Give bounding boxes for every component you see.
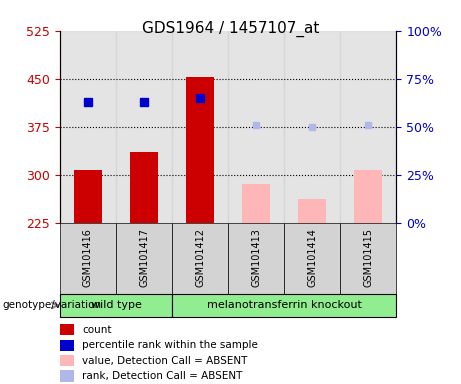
Bar	[60, 31, 116, 223]
FancyBboxPatch shape	[284, 223, 340, 294]
FancyBboxPatch shape	[228, 223, 284, 294]
Text: GSM101415: GSM101415	[363, 228, 373, 287]
Text: percentile rank within the sample: percentile rank within the sample	[82, 340, 258, 350]
FancyBboxPatch shape	[340, 223, 396, 294]
Bar	[340, 31, 396, 223]
Bar	[74, 170, 102, 223]
Text: genotype/variation: genotype/variation	[2, 300, 101, 310]
Bar	[298, 199, 326, 223]
Bar	[60, 355, 74, 366]
Bar	[60, 340, 74, 351]
Bar	[355, 170, 383, 223]
Text: GSM101417: GSM101417	[139, 228, 149, 287]
Text: GDS1964 / 1457107_at: GDS1964 / 1457107_at	[142, 21, 319, 37]
FancyBboxPatch shape	[172, 294, 396, 317]
Text: GSM101416: GSM101416	[83, 228, 93, 287]
FancyBboxPatch shape	[172, 223, 228, 294]
Bar	[284, 31, 340, 223]
Bar	[116, 31, 172, 223]
Text: wild type: wild type	[90, 300, 142, 310]
FancyBboxPatch shape	[60, 294, 172, 317]
Text: GSM101414: GSM101414	[307, 228, 317, 287]
Bar	[60, 324, 74, 336]
Text: value, Detection Call = ABSENT: value, Detection Call = ABSENT	[82, 356, 248, 366]
Bar	[228, 31, 284, 223]
Text: GSM101412: GSM101412	[195, 228, 205, 287]
Text: melanotransferrin knockout: melanotransferrin knockout	[207, 300, 362, 310]
Bar	[186, 77, 214, 223]
Text: GSM101413: GSM101413	[251, 228, 261, 287]
FancyBboxPatch shape	[60, 223, 116, 294]
Text: rank, Detection Call = ABSENT: rank, Detection Call = ABSENT	[82, 371, 242, 381]
Bar	[130, 152, 158, 223]
Bar	[172, 31, 228, 223]
Text: count: count	[82, 325, 112, 335]
Bar	[242, 184, 270, 223]
Bar	[60, 371, 74, 382]
FancyBboxPatch shape	[116, 223, 172, 294]
